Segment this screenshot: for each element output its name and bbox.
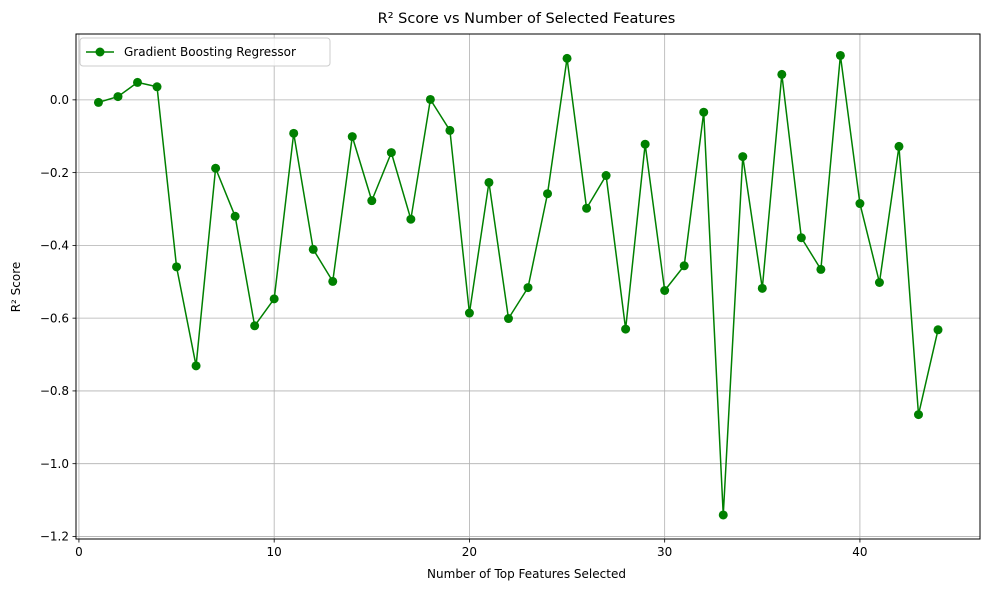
data-point bbox=[191, 361, 201, 371]
legend-marker bbox=[95, 47, 105, 57]
data-point bbox=[308, 244, 318, 254]
data-point bbox=[93, 97, 103, 107]
data-point bbox=[913, 410, 923, 420]
data-point bbox=[933, 325, 943, 335]
data-point bbox=[425, 94, 435, 104]
data-point bbox=[621, 324, 631, 334]
data-point bbox=[718, 510, 728, 520]
data-point bbox=[777, 69, 787, 79]
grid bbox=[76, 34, 980, 539]
data-point bbox=[406, 214, 416, 224]
data-point bbox=[347, 132, 357, 142]
series-line bbox=[98, 54, 939, 516]
data-point bbox=[757, 283, 767, 293]
data-point bbox=[367, 196, 377, 206]
data-point bbox=[660, 286, 670, 296]
data-point bbox=[640, 139, 650, 149]
data-point bbox=[835, 50, 845, 60]
data-point bbox=[152, 82, 162, 92]
data-point bbox=[289, 128, 299, 138]
data-point bbox=[445, 125, 455, 135]
data-point bbox=[874, 277, 884, 287]
x-tick-label: 0 bbox=[75, 545, 83, 559]
data-point bbox=[562, 53, 572, 63]
y-tick-label: −0.8 bbox=[40, 384, 69, 398]
data-point bbox=[484, 177, 494, 187]
data-point bbox=[523, 283, 533, 293]
data-point bbox=[386, 148, 396, 158]
ticks: 0 10 20 30 40 −1.2 −1.0 −0.8 −0.6 −0.4 −0.2 0.0 bbox=[40, 93, 868, 559]
data-point bbox=[679, 261, 689, 271]
data-point bbox=[816, 264, 826, 274]
data-point bbox=[699, 107, 709, 117]
x-tick-label: 30 bbox=[657, 545, 672, 559]
data-point bbox=[601, 171, 611, 181]
x-tick-label: 40 bbox=[852, 545, 867, 559]
data-point bbox=[113, 92, 123, 102]
plot-frame bbox=[75, 33, 981, 540]
y-tick-label: 0.0 bbox=[50, 93, 69, 107]
data-point bbox=[855, 199, 865, 209]
data-point bbox=[543, 189, 553, 199]
data-point bbox=[230, 211, 240, 221]
data-point bbox=[582, 203, 592, 213]
data-point bbox=[250, 321, 260, 331]
y-tick-label: −1.2 bbox=[40, 530, 69, 544]
legend: Gradient Boosting Regressor bbox=[79, 37, 331, 67]
data-point bbox=[269, 294, 279, 304]
data-point bbox=[503, 314, 513, 324]
data-point bbox=[464, 308, 474, 318]
x-axis-label: Number of Top Features Selected bbox=[427, 567, 626, 581]
legend-label: Gradient Boosting Regressor bbox=[124, 45, 296, 59]
data-point bbox=[172, 262, 182, 272]
data-point bbox=[894, 141, 904, 151]
data-point bbox=[796, 233, 806, 243]
data-point bbox=[133, 77, 143, 87]
y-tick-label: −0.6 bbox=[40, 311, 69, 325]
y-tick-label: −0.2 bbox=[40, 166, 69, 180]
data-point bbox=[211, 163, 221, 173]
x-tick-label: 20 bbox=[462, 545, 477, 559]
data-point bbox=[738, 152, 748, 162]
series-layer bbox=[93, 50, 943, 520]
legend-box bbox=[79, 37, 331, 67]
chart-title: R² Score vs Number of Selected Features bbox=[378, 11, 676, 27]
y-axis-label: R² Score bbox=[9, 262, 23, 313]
data-point bbox=[328, 276, 338, 286]
y-tick-label: −0.4 bbox=[40, 239, 69, 253]
y-tick-label: −1.0 bbox=[40, 457, 69, 471]
x-tick-label: 10 bbox=[267, 545, 282, 559]
